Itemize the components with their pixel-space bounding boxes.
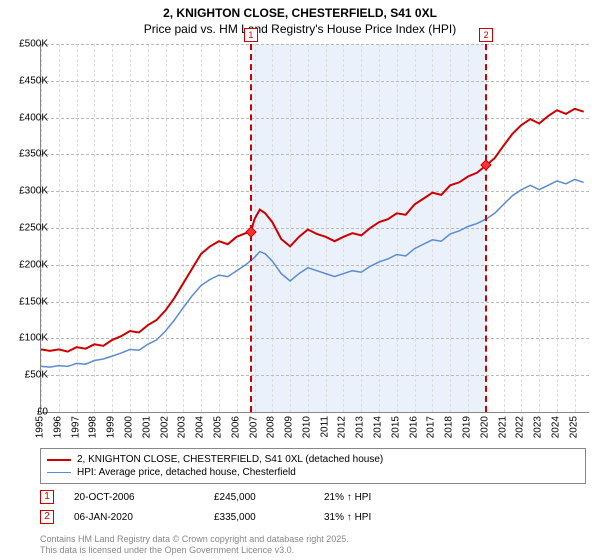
ytick-label: £450K [4, 75, 48, 86]
xtick-label: 1999 [106, 416, 117, 438]
legend-swatch-icon [47, 459, 71, 461]
xtick-label: 2003 [177, 416, 188, 438]
xtick-label: 1996 [52, 416, 63, 438]
xtick-label: 1998 [88, 416, 99, 438]
footer-text: Contains HM Land Registry data © Crown c… [40, 534, 349, 556]
xtick-label: 2013 [355, 416, 366, 438]
event-price: £245,000 [214, 492, 304, 503]
event-delta: 21% ↑ HPI [324, 492, 371, 503]
event-date: 20-OCT-2006 [74, 492, 194, 503]
xtick-label: 2006 [230, 416, 241, 438]
ytick-label: £400K [4, 112, 48, 123]
chart-container: 2, KNIGHTON CLOSE, CHESTERFIELD, S41 0XL… [0, 0, 600, 560]
xtick-label: 2007 [248, 416, 259, 438]
xtick-label: 2000 [123, 416, 134, 438]
xtick-label: 1995 [35, 416, 46, 438]
ytick-label: £500K [4, 39, 48, 50]
xtick-label: 2023 [533, 416, 544, 438]
series-price_paid [41, 109, 584, 352]
xtick-label: 2002 [159, 416, 170, 438]
legend: 2, KNIGHTON CLOSE, CHESTERFIELD, S41 0XL… [40, 448, 586, 484]
series-hpi [41, 179, 584, 367]
legend-label: HPI: Average price, detached house, Ches… [77, 467, 296, 478]
event-num: 1 [40, 490, 54, 504]
xtick-label: 2020 [479, 416, 490, 438]
ytick-label: £100K [4, 333, 48, 344]
xtick-label: 2008 [266, 416, 277, 438]
event-price: £335,000 [214, 512, 304, 523]
xtick-label: 2019 [462, 416, 473, 438]
event-num: 2 [40, 510, 54, 524]
event-delta: 31% ↑ HPI [324, 512, 371, 523]
ytick-label: £300K [4, 186, 48, 197]
xtick-label: 2005 [212, 416, 223, 438]
xtick-label: 2004 [195, 416, 206, 438]
line-layer [41, 44, 589, 412]
chart-title: 2, KNIGHTON CLOSE, CHESTERFIELD, S41 0XL [0, 0, 600, 22]
xtick-label: 2009 [284, 416, 295, 438]
xtick-label: 2014 [373, 416, 384, 438]
xtick-label: 2022 [515, 416, 526, 438]
xtick-label: 2016 [408, 416, 419, 438]
ytick-label: £250K [4, 223, 48, 234]
event-row-1: 1 20-OCT-2006 £245,000 21% ↑ HPI [40, 490, 371, 504]
xtick-label: 2015 [390, 416, 401, 438]
footer-line2: This data is licensed under the Open Gov… [40, 545, 349, 556]
legend-label: 2, KNIGHTON CLOSE, CHESTERFIELD, S41 0XL… [77, 454, 383, 465]
xtick-label: 2011 [319, 416, 330, 438]
sale-marker-label: 1 [244, 28, 258, 42]
ytick-label: £150K [4, 296, 48, 307]
xtick-label: 2001 [141, 416, 152, 438]
footer-line1: Contains HM Land Registry data © Crown c… [40, 534, 349, 545]
sale-marker-label: 2 [479, 28, 493, 42]
xtick-label: 2024 [550, 416, 561, 438]
xtick-label: 2010 [301, 416, 312, 438]
xtick-label: 2025 [568, 416, 579, 438]
ytick-label: £200K [4, 259, 48, 270]
ytick-label: £350K [4, 149, 48, 160]
xtick-label: 2018 [444, 416, 455, 438]
xtick-label: 2021 [497, 416, 508, 438]
legend-swatch-icon [47, 472, 71, 473]
xtick-label: 1997 [70, 416, 81, 438]
event-date: 06-JAN-2020 [74, 512, 194, 523]
legend-item: 2, KNIGHTON CLOSE, CHESTERFIELD, S41 0XL… [47, 453, 579, 466]
xtick-label: 2012 [337, 416, 348, 438]
xtick-label: 2017 [426, 416, 437, 438]
legend-item: HPI: Average price, detached house, Ches… [47, 466, 579, 479]
plot-area: 12 [40, 44, 589, 413]
ytick-label: £50K [4, 370, 48, 381]
chart-subtitle: Price paid vs. HM Land Registry's House … [0, 22, 600, 40]
event-row-2: 2 06-JAN-2020 £335,000 31% ↑ HPI [40, 510, 371, 524]
